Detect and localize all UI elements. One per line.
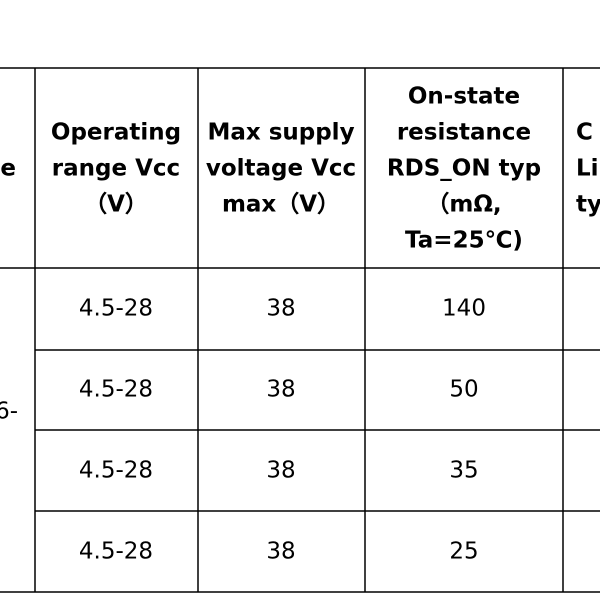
header-cell: （V） xyxy=(84,191,148,218)
header-cell: ty xyxy=(576,192,600,218)
table-grid xyxy=(0,67,600,593)
body-cell: 25 xyxy=(449,539,478,565)
header-cell: range Vcc xyxy=(52,156,180,182)
body-cell: 140 xyxy=(442,296,486,322)
body-cell: 35 xyxy=(449,458,478,484)
header-cell: voltage Vcc xyxy=(206,156,356,182)
merged-cell: 6- xyxy=(0,399,18,425)
header-cell: Ta=25℃) xyxy=(405,228,523,254)
header-cell: Operating xyxy=(51,120,181,146)
header-cell: Li xyxy=(576,156,599,182)
body-cell: 4.5-28 xyxy=(79,377,153,403)
header-cell: C xyxy=(576,120,593,146)
body-cell: 4.5-28 xyxy=(79,296,153,322)
header-cell: Max supply xyxy=(207,120,354,146)
header-cell: ge xyxy=(0,156,16,182)
body-cell: 38 xyxy=(266,539,295,565)
body-cell: 38 xyxy=(266,458,295,484)
header-cell: RDS_ON typ xyxy=(387,156,541,182)
header-cell: （mΩ, xyxy=(426,191,501,218)
header-cell: resistance xyxy=(397,120,531,146)
header-cell: max（V） xyxy=(222,191,340,218)
body-cell: 50 xyxy=(449,377,478,403)
body-cell: 4.5-28 xyxy=(79,458,153,484)
header-cell: On-state xyxy=(408,84,520,110)
body-cell: 4.5-28 xyxy=(79,539,153,565)
body-cell: 38 xyxy=(266,296,295,322)
body-cell: 38 xyxy=(266,377,295,403)
